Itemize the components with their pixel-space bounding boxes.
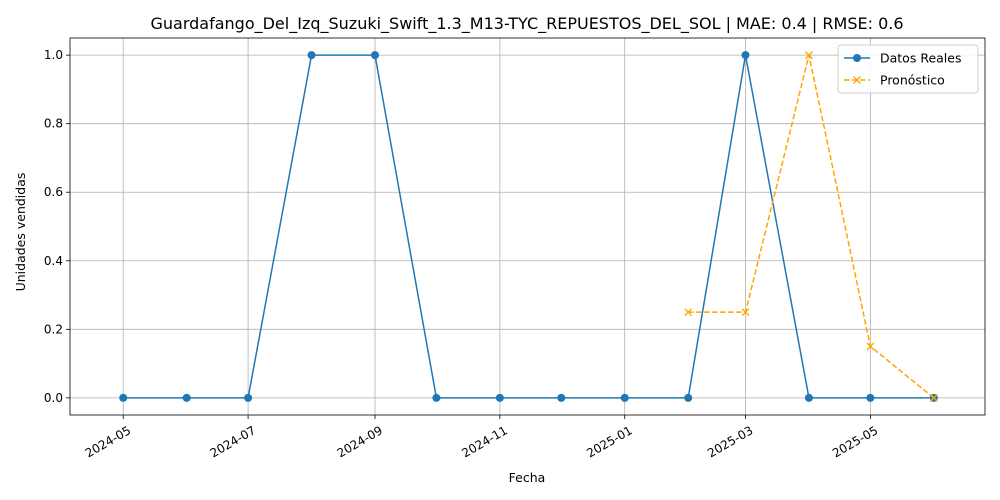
series-line-1 [123,54,934,399]
y-tick-label: 0.0 [44,391,63,405]
data-point [804,393,813,402]
legend-label: Pronóstico [880,73,945,88]
data-point [929,393,938,402]
data-point-stroke [684,308,693,317]
y-axis-label: Unidades vendidas [13,173,28,292]
plot-frame [69,37,986,416]
y-tick-label: 0.8 [44,117,63,131]
legend-marker [853,54,861,62]
data-point [182,393,191,402]
y-tick-label: 1.0 [44,48,63,62]
legend: Datos Reales Pronóstico [837,44,979,94]
legend-box [837,44,979,94]
data-point [495,393,504,402]
data-point [432,393,441,402]
data-point [307,51,316,60]
data-point-stroke [805,51,813,60]
y-tick-label: 0.4 [44,254,63,268]
data-point [741,308,750,317]
data-point [866,393,875,402]
data-point-stroke [741,308,750,317]
data-point [805,51,813,60]
y-tick-label: 0.6 [44,185,63,199]
chart-title: Guardafango_Del_Izq_Suzuki_Swift_1.3_M13… [150,14,903,34]
data-point [741,51,750,60]
data-point [866,342,875,351]
x-axis-label: Fecha [509,470,546,485]
data-point-stroke [929,393,938,402]
legend-marker [853,76,861,84]
data-point-stroke [866,342,875,351]
data-point [119,393,128,402]
data-point [557,393,566,402]
legend-label: Datos Reales [880,51,961,66]
data-point [371,51,379,60]
data-point [684,308,693,317]
y-tick-label: 0.2 [44,322,63,336]
data-point [620,393,629,402]
data-point [244,393,253,402]
data-point [684,393,693,402]
